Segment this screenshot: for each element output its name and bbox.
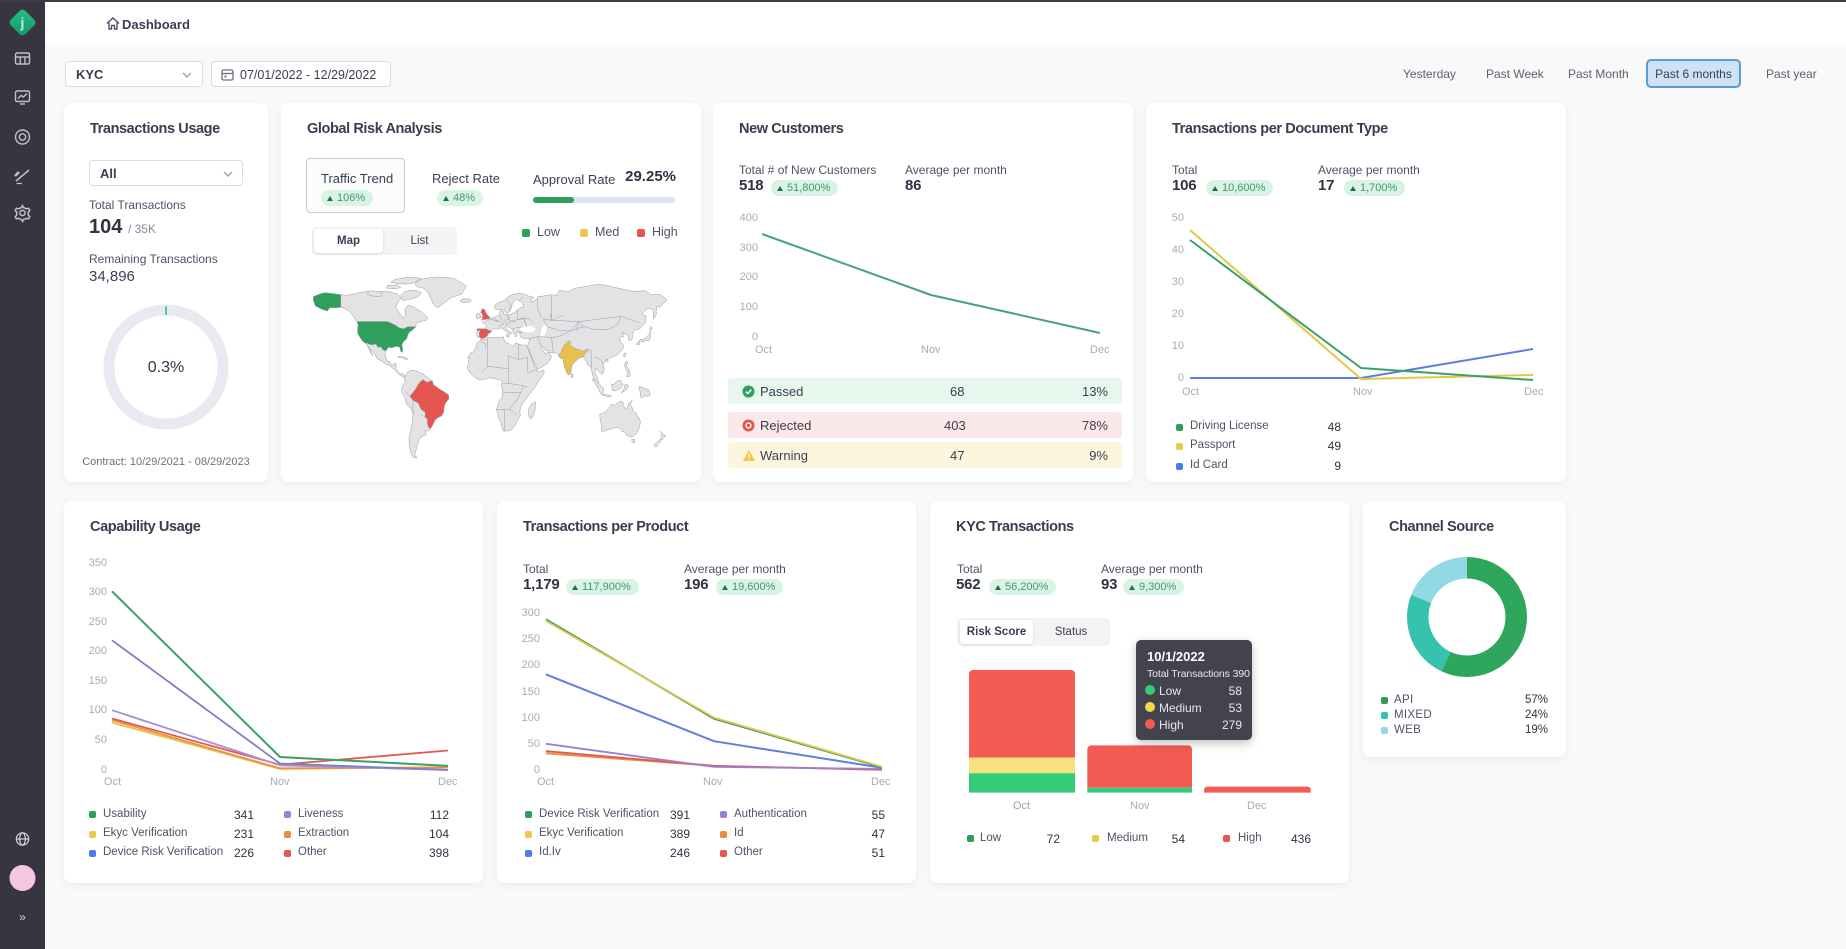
svg-text:j: j	[20, 15, 25, 31]
svg-text:»: »	[19, 910, 26, 924]
